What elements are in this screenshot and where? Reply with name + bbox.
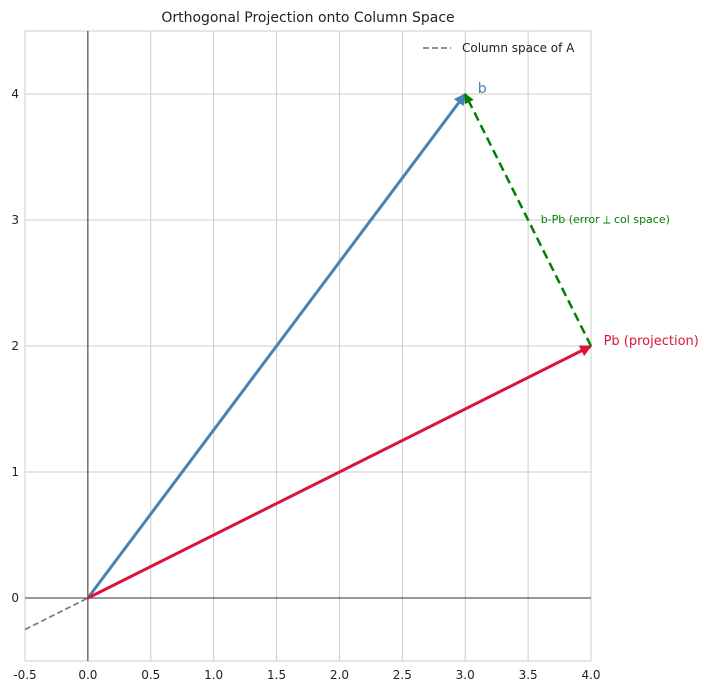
x-tick-label: 2.5 (393, 668, 412, 682)
projection-label: Pb (projection) (604, 334, 699, 349)
y-tick-label: 0 (11, 591, 19, 605)
vector-b-label: b (478, 81, 487, 97)
y-tick-label: 1 (11, 465, 19, 479)
x-tick-label: 0.5 (141, 668, 160, 682)
vector-b-arrow (86, 93, 467, 599)
x-tick-label: 2.0 (330, 668, 349, 682)
error-vector-label: b-Pb (error ⟂ col space) (541, 213, 670, 226)
chart-title: Orthogonal Projection onto Column Space (161, 10, 454, 26)
error-vector-arrow (464, 93, 593, 347)
chart-marks: b Pb (projection) b-Pb (error ⟂ col space) (24, 81, 699, 631)
legend-label-column-space: Column space of A (462, 41, 575, 55)
x-tick-label: -0.5 (13, 668, 36, 682)
tick-labels: -0.5 0.0 0.5 1.0 1.5 2.0 2.5 3.0 3.5 4.0 0 1 2 3 4 (11, 87, 600, 682)
y-tick-label: 3 (11, 213, 19, 227)
projection-arrow (87, 344, 593, 600)
y-tick-label: 4 (11, 87, 19, 101)
x-tick-label: 4.0 (581, 668, 600, 682)
x-tick-label: 3.5 (519, 668, 538, 682)
x-tick-label: 3.0 (456, 668, 475, 682)
grid (24, 30, 592, 662)
x-tick-label: 0.0 (78, 668, 97, 682)
y-tick-label: 2 (11, 339, 19, 353)
x-tick-label: 1.5 (267, 668, 286, 682)
x-tick-label: 1.0 (204, 668, 223, 682)
legend: Column space of A (423, 41, 575, 55)
